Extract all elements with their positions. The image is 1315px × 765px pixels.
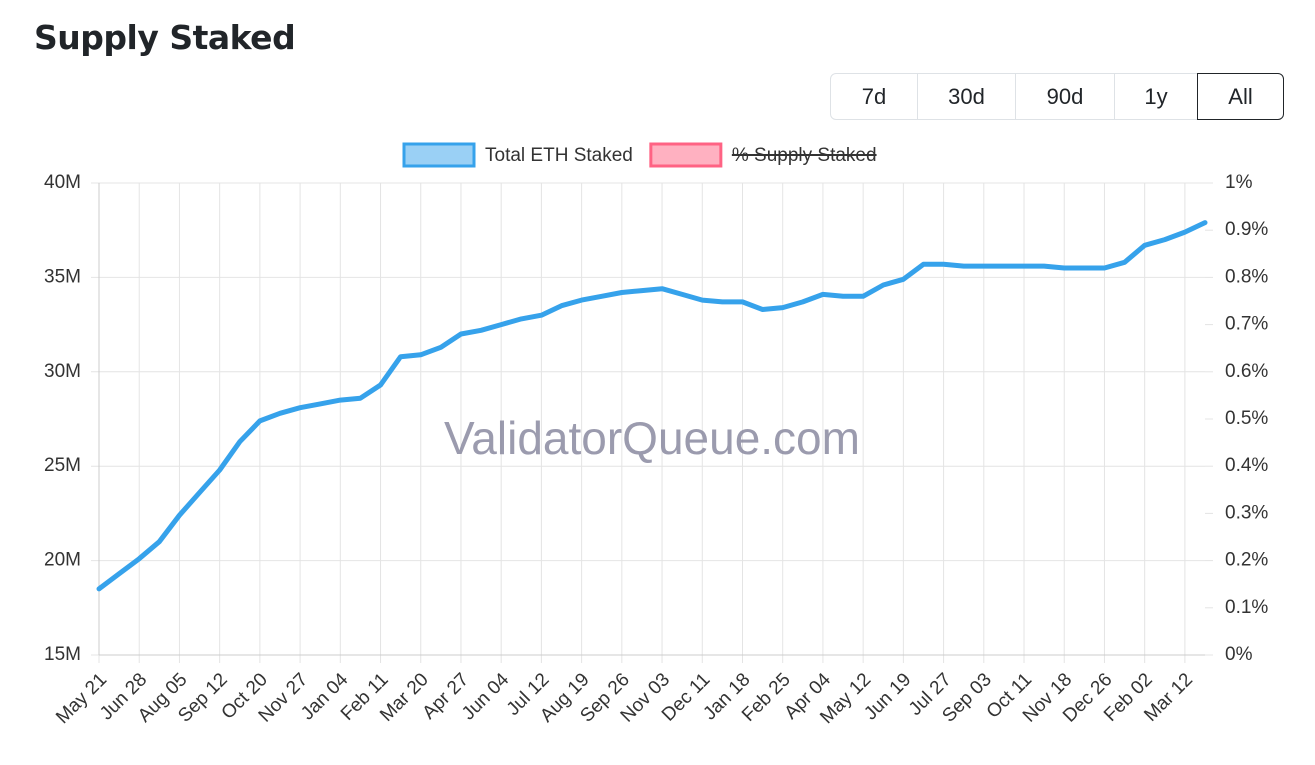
y2-tick-label: 1% — [1225, 172, 1253, 193]
range-buttons: 7d 30d 90d 1y All — [830, 73, 1284, 120]
y2-tick-label: 0.4% — [1225, 455, 1268, 476]
x-tick-label: May 21 — [52, 669, 111, 728]
watermark: ValidatorQueue.com — [444, 412, 860, 464]
y-tick-label: 40M — [44, 172, 81, 193]
y2-tick-label: 0.6% — [1225, 361, 1268, 382]
line-series — [96, 220, 1208, 592]
y-tick-label: 35M — [44, 266, 81, 287]
y2-tick-label: 0.7% — [1225, 314, 1268, 335]
range-button[interactable]: 90d — [1015, 73, 1115, 120]
y2-tick-label: 0.9% — [1225, 219, 1268, 240]
legend-swatch — [649, 142, 723, 168]
y-tick-label: 30M — [44, 361, 81, 382]
y2-tick-label: 0.3% — [1225, 502, 1268, 523]
legend-swatch — [402, 142, 476, 168]
y2-tick-label: 0.8% — [1225, 266, 1268, 287]
range-button[interactable]: 7d — [830, 73, 918, 120]
page-title: Supply Staked — [34, 18, 296, 57]
y2-tick-label: 0.1% — [1225, 597, 1268, 618]
x-tick-label: Jun 04 — [458, 669, 513, 724]
y-tick-label: 20M — [44, 550, 81, 571]
legend-label: Total ETH Staked — [485, 145, 633, 166]
range-button[interactable]: All — [1197, 73, 1284, 120]
y-tick-label: 25M — [44, 455, 81, 476]
y-tick-label: 15M — [44, 644, 81, 665]
y2-tick-label: 0.2% — [1225, 550, 1268, 571]
y2-tick-label: 0% — [1225, 644, 1253, 665]
range-button[interactable]: 1y — [1114, 73, 1198, 120]
y2-tick-label: 0.5% — [1225, 408, 1268, 429]
